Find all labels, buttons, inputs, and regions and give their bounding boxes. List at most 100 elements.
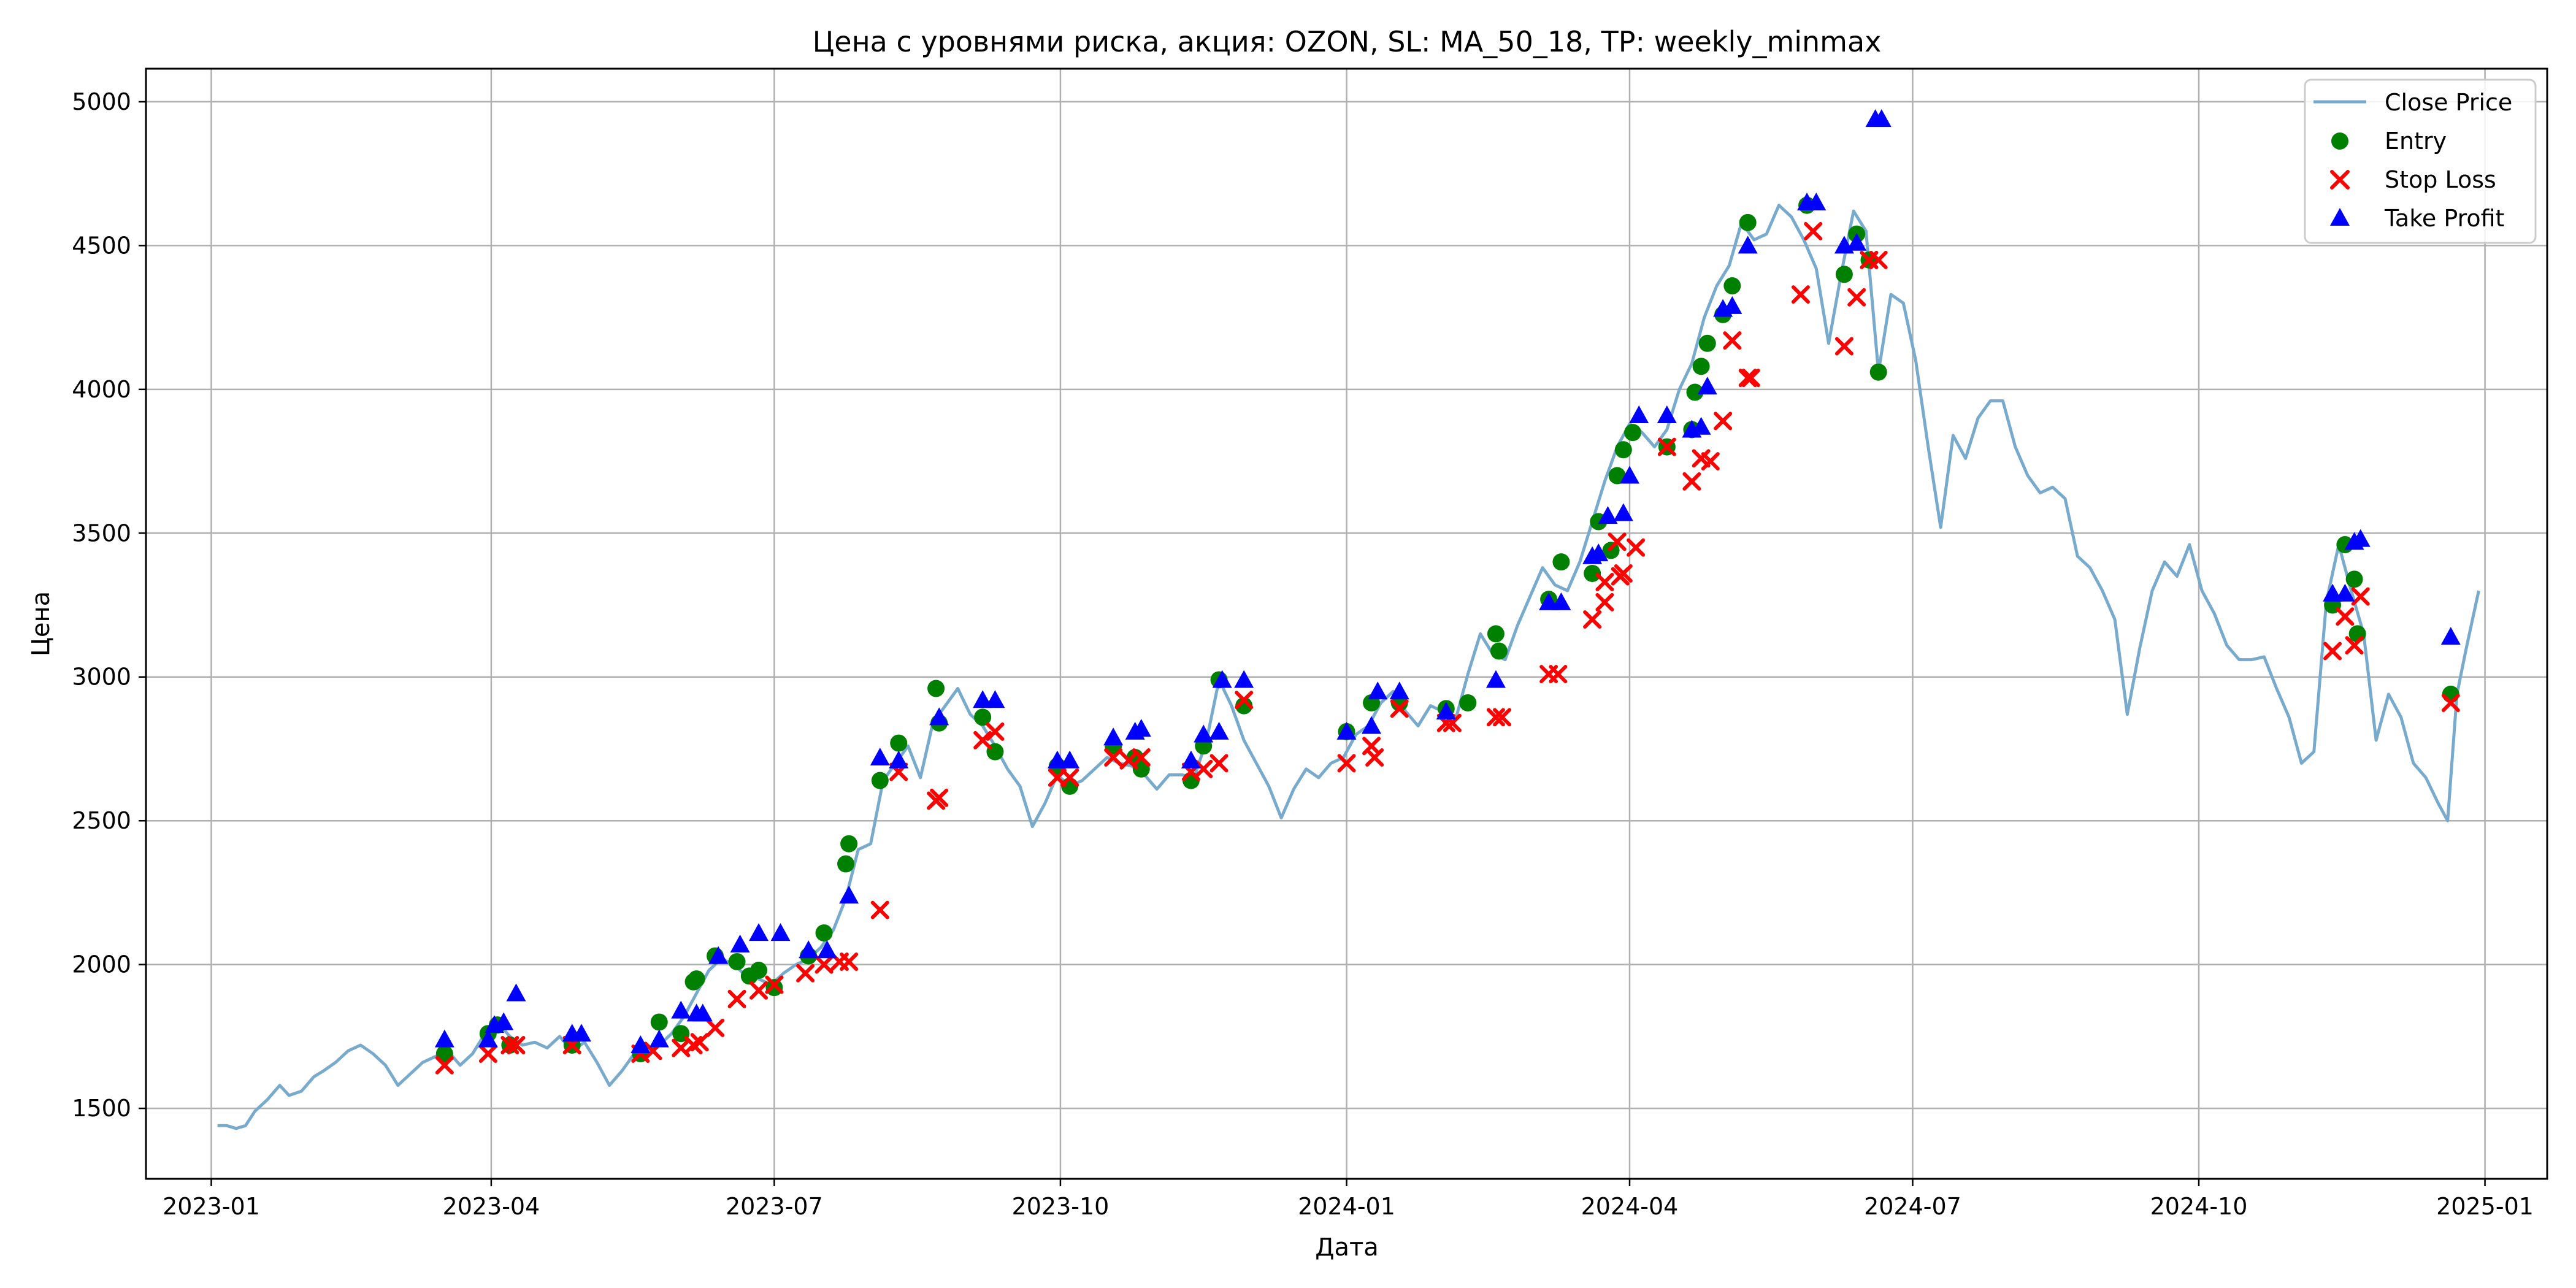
take-profit-point [631, 1035, 651, 1053]
take-profit-point [506, 983, 526, 1002]
stop-loss-point [1060, 768, 1079, 787]
stop-loss-point [1132, 748, 1151, 767]
take-profit-point [1181, 750, 1201, 769]
stop-loss-point [727, 989, 746, 1008]
stop-loss-point [986, 722, 1005, 741]
take-profit-point [1209, 721, 1229, 740]
stop-loss-point [2441, 693, 2460, 712]
take-profit-point [571, 1024, 591, 1042]
take-profit-point [671, 1000, 691, 1019]
legend-label-take-profit: Take Profit [2384, 205, 2504, 232]
take-profit-point [1871, 109, 1892, 128]
stop-loss-point [1194, 759, 1213, 778]
stop-loss-point [2323, 642, 2342, 661]
entry-point [1692, 358, 1710, 375]
x-tick-label: 2024-04 [1581, 1193, 1679, 1220]
stop-loss-point [507, 1035, 526, 1054]
take-profit-point [1389, 681, 1409, 700]
take-profit-point [1657, 405, 1677, 424]
take-profit-point [1697, 377, 1717, 395]
entry-point [837, 855, 855, 873]
stop-loss-point [435, 1056, 454, 1075]
y-axis-label: Цена [27, 591, 55, 656]
entry-point [1614, 441, 1632, 459]
chart-title: Цена с уровнями риска, акция: OZON, SL: … [813, 25, 1882, 58]
stop-loss-point [1701, 452, 1720, 471]
stop-loss-point [500, 1035, 519, 1054]
y-tick-label: 2500 [72, 807, 131, 834]
x-tick-label: 2024-07 [1864, 1193, 1961, 1220]
entry-point [1608, 467, 1626, 485]
entry-point [2345, 570, 2363, 588]
legend-swatch-take-profit [2330, 208, 2350, 226]
entry-point [1132, 760, 1150, 778]
entry-point [927, 680, 945, 697]
stop-loss-point [1723, 331, 1742, 350]
take-profit-point [1847, 232, 1867, 251]
legend-swatch-stop-loss [2330, 170, 2350, 190]
entry-point [435, 1045, 453, 1063]
stop-loss-point [1657, 437, 1676, 456]
stop-loss-point [478, 1045, 497, 1064]
x-tick-label: 2023-10 [1012, 1193, 1110, 1220]
x-tick-label: 2023-01 [163, 1193, 260, 1220]
take-profit-point [494, 1012, 514, 1030]
stop-loss-point [815, 955, 834, 974]
take-profit-point [1212, 670, 1232, 688]
y-tick-label: 4500 [72, 232, 131, 259]
stop-loss-point [1209, 754, 1229, 773]
entry-point [840, 835, 858, 853]
take-profit-point [1194, 724, 1214, 743]
take-profit-point [1539, 592, 1559, 610]
entry-point [1235, 697, 1253, 715]
take-profit-point [1691, 416, 1711, 435]
x-tick-label: 2024-01 [1298, 1193, 1395, 1220]
take-profit-point [1103, 727, 1124, 746]
stop-loss-point [840, 952, 859, 971]
grid [146, 69, 2547, 1179]
stop-loss-point [2336, 607, 2355, 626]
take-profit-point [1060, 750, 1080, 769]
take-profit-point [1722, 296, 1742, 314]
stop-loss-point [1791, 285, 1810, 304]
take-profit-point [749, 923, 769, 941]
take-profit-point [1234, 670, 1254, 688]
stop-loss-point [1847, 288, 1866, 307]
stop-loss-point [1869, 250, 1888, 269]
take-profit-point [1551, 592, 1571, 610]
take-profit-point [799, 940, 819, 959]
take-profit-point [1368, 681, 1388, 700]
entry-point [650, 1013, 668, 1031]
stop-loss-point [796, 964, 815, 983]
entry-point [1584, 564, 1601, 582]
take-profit-point [1436, 702, 1456, 720]
take-profit-point [1619, 466, 1639, 484]
take-profit-point [870, 748, 890, 766]
stop-loss-point [1804, 221, 1823, 240]
stop-loss-point [1595, 592, 1614, 611]
stop-loss-point [930, 788, 949, 807]
take-profit-point [649, 1029, 669, 1048]
x-tick-label: 2023-04 [443, 1193, 540, 1220]
entry-point [765, 979, 783, 997]
entry-point [815, 924, 833, 942]
y-tick-label: 3500 [72, 519, 131, 546]
stop-loss-point [765, 975, 784, 994]
y-tick-label: 1500 [72, 1095, 131, 1122]
take-profit-point [1047, 750, 1067, 769]
take-profit-point [817, 940, 837, 959]
stop-loss-point [1741, 369, 1760, 388]
y-tick-label: 2000 [72, 951, 131, 978]
take-profit-point [1362, 716, 1382, 734]
take-profit-point [708, 946, 729, 964]
take-profit-point [730, 934, 750, 953]
take-profit-point [1589, 543, 1609, 562]
take-profit-point [770, 923, 791, 941]
take-profit-point [2440, 627, 2461, 645]
stop-loss-point [2351, 587, 2370, 606]
entry-point [1490, 642, 1508, 660]
entry-point [890, 734, 908, 752]
entry-point [728, 953, 746, 970]
legend-label-stop-loss: Stop Loss [2385, 166, 2496, 193]
